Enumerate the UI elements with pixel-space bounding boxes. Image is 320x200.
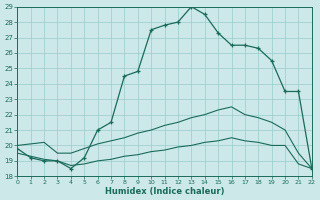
X-axis label: Humidex (Indice chaleur): Humidex (Indice chaleur)	[105, 187, 224, 196]
